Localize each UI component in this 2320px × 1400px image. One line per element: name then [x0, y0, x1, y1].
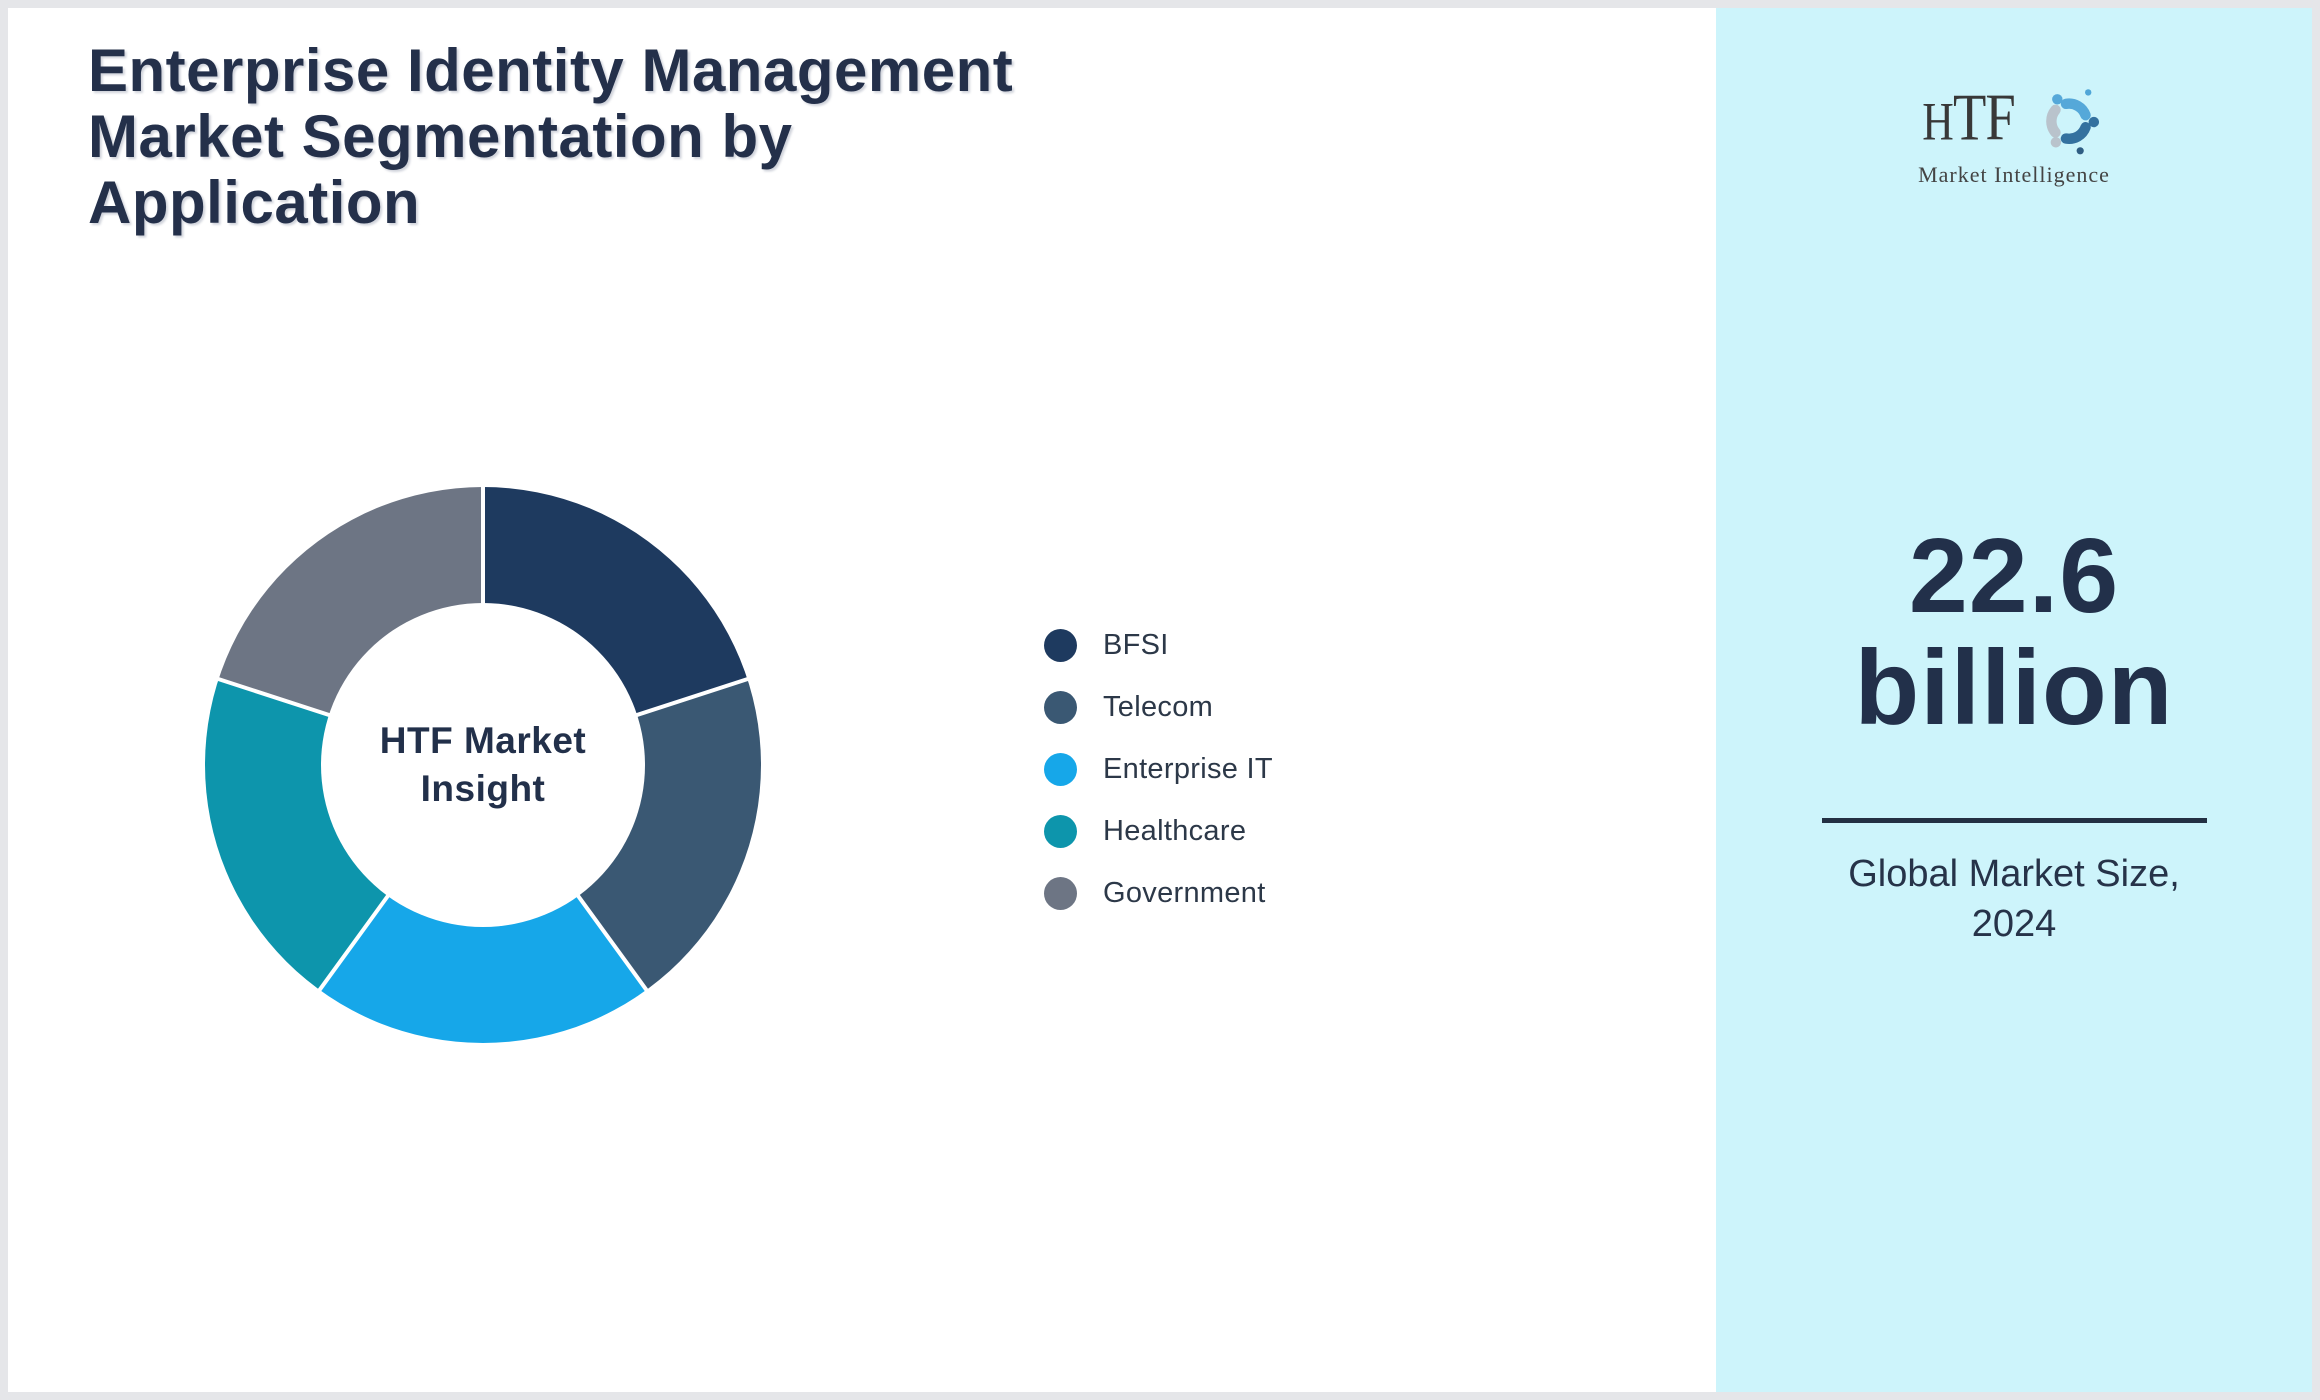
- stat-caption-line-1: Global Market Size,: [1848, 853, 2180, 895]
- stat-caption: Global Market Size, 2024: [1716, 849, 2312, 949]
- legend-label: BFSI: [1103, 629, 1169, 661]
- legend-item-bfsi: BFSI: [1044, 629, 1273, 662]
- swirl-figures-icon: [2045, 89, 2099, 155]
- page-title-line-2: Market Segmentation by: [88, 103, 793, 170]
- legend-label: Healthcare: [1103, 815, 1247, 847]
- legend-item-healthcare: Healthcare: [1044, 815, 1273, 848]
- donut-hole: HTF Market Insight: [321, 603, 645, 927]
- brand-logo: HTF: [1716, 78, 2312, 188]
- legend-dot-icon: [1044, 815, 1077, 848]
- stat-divider: [1821, 818, 2207, 823]
- legend-dot-icon: [1044, 629, 1077, 662]
- logo-subtext: Market Intelligence: [1918, 162, 2110, 187]
- logo-text: HTF: [1923, 85, 2016, 152]
- stat-value-number: 22.6: [1908, 517, 2120, 635]
- legend-label: Government: [1103, 877, 1266, 909]
- page-title-line-3: Application: [88, 169, 421, 236]
- legend-item-enterprise-it: Enterprise IT: [1044, 753, 1273, 786]
- legend-dot-icon: [1044, 691, 1077, 724]
- legend-label: Telecom: [1103, 691, 1214, 723]
- legend-dot-icon: [1044, 753, 1077, 786]
- content-card: Enterprise Identity Management Market Se…: [8, 8, 2312, 1392]
- logo-letters-tf: TF: [1953, 81, 2016, 155]
- market-size-stat: 22.6 billion Global Market Size, 2024: [1716, 520, 2312, 949]
- donut-center-line-2: Insight: [420, 768, 546, 809]
- donut-chart: HTF Market Insight: [205, 485, 761, 1043]
- stat-value-unit: billion: [1854, 629, 2174, 747]
- donut-center-line-1: HTF Market: [379, 720, 587, 761]
- chart-legend: BFSI Telecom Enterprise IT Healthcare Go…: [1044, 629, 1273, 910]
- stat-value: 22.6 billion: [1716, 520, 2312, 744]
- legend-item-government: Government: [1044, 877, 1273, 910]
- stat-caption-line-2: 2024: [1971, 903, 2057, 945]
- legend-dot-icon: [1044, 877, 1077, 910]
- logo-letter-h: H: [1922, 92, 1955, 152]
- sidebar: HTF: [1716, 8, 2312, 1392]
- legend-label: Enterprise IT: [1103, 753, 1273, 785]
- legend-item-telecom: Telecom: [1044, 691, 1273, 724]
- page-title: Enterprise Identity Management Market Se…: [88, 38, 1088, 236]
- donut-center-label: HTF Market Insight: [380, 717, 586, 813]
- page-title-line-1: Enterprise Identity Management: [88, 37, 1014, 104]
